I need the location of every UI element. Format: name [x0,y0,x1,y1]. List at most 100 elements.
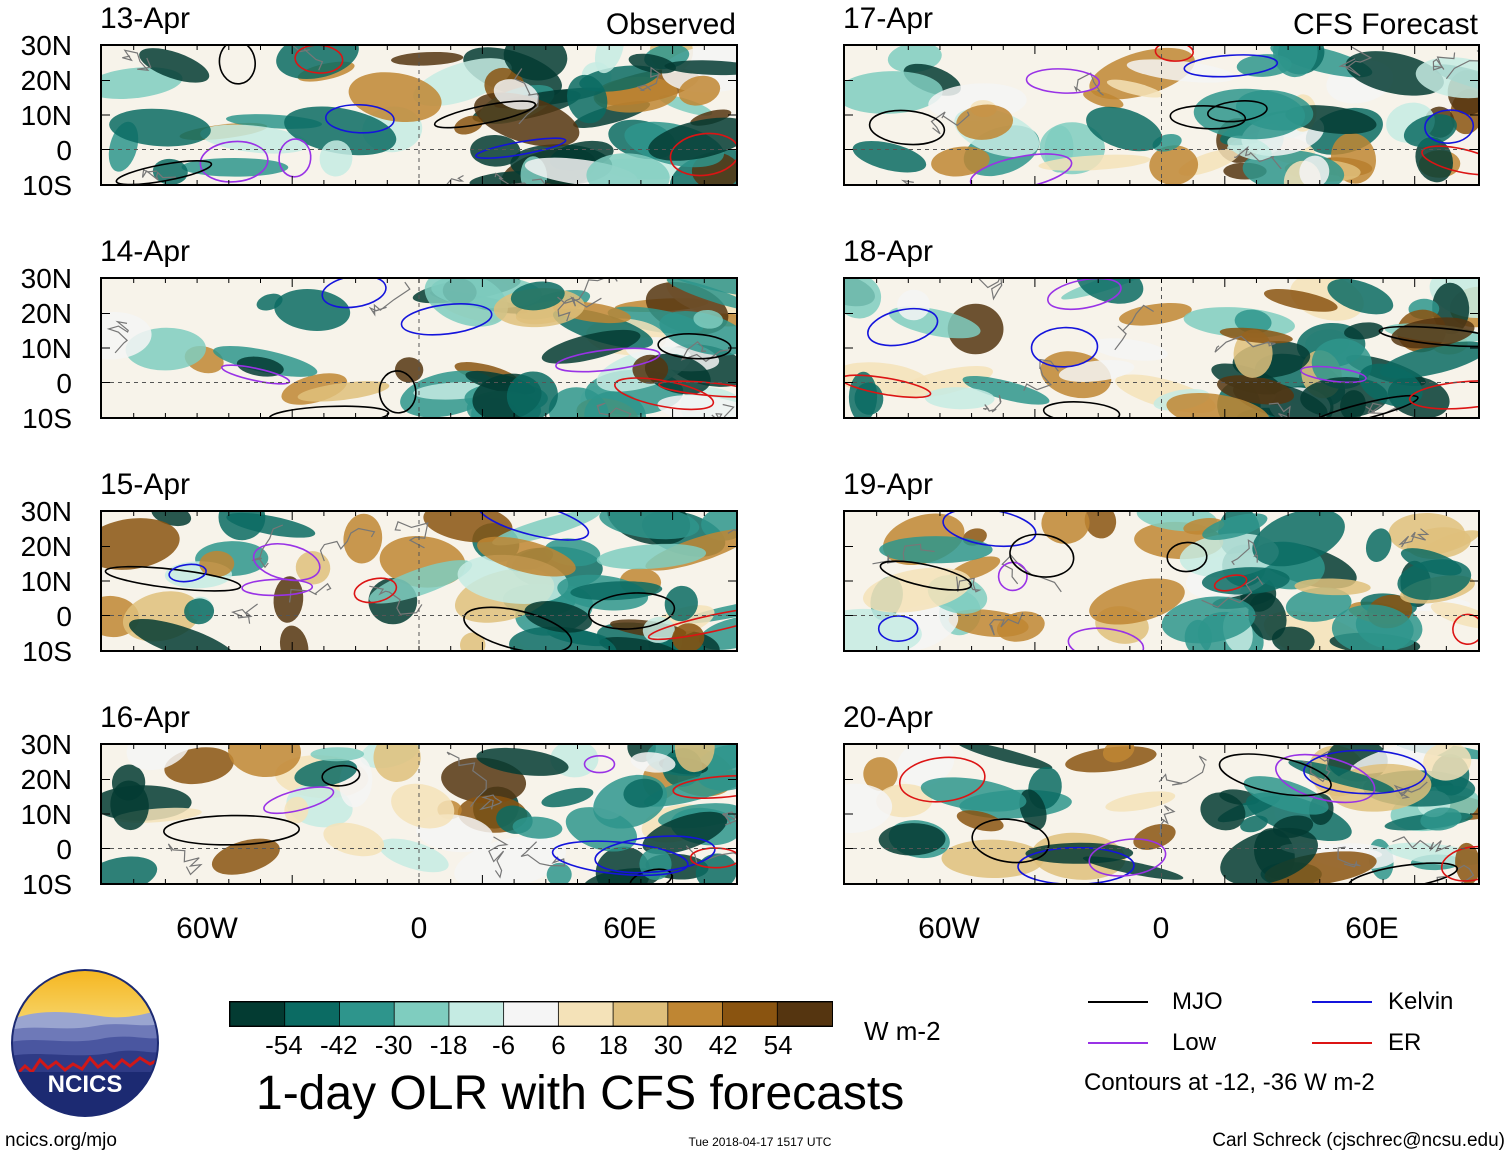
coastline [1445,49,1478,80]
olr-anomaly-blob [454,115,483,135]
filter-contour [321,764,361,787]
map-svg [102,745,736,883]
olr-anomaly-blob [1202,513,1268,541]
map-svg [845,279,1478,417]
colorbar-bin [284,1001,341,1027]
map-svg [845,745,1478,883]
olr-anomaly-blob [896,745,955,787]
olr-anomaly-blob [596,543,707,570]
olr-anomaly-blob [200,124,309,154]
olr-anomaly-blob [1423,745,1472,781]
olr-anomaly-blob [228,745,301,778]
olr-anomaly-blob [878,823,946,856]
olr-anomaly-blob [1076,279,1144,304]
coastline [596,402,632,417]
olr-anomaly-blob [126,745,191,771]
filter-contour [669,132,736,177]
ncics-logo: NCICS [10,968,160,1118]
filter-contour [1213,574,1248,592]
olr-anomaly-blob [699,616,736,650]
olr-anomaly-blob [642,811,728,855]
olr-anomaly-blob [1105,791,1176,812]
coastline [230,603,258,624]
filter-contour [1440,845,1478,882]
olr-anomaly-blob [139,48,210,83]
olr-anomaly-blob [666,279,736,311]
coastline [1392,836,1451,853]
colorbar [229,1001,833,1027]
filter-contour [263,786,335,815]
filter-contour [168,563,207,583]
filter-contour [353,577,398,604]
olr-anomaly-blob [1271,626,1315,650]
olr-anomaly-blob [1345,51,1444,96]
coastline [685,845,736,864]
filter-contour [1207,100,1268,123]
olr-anomaly-blob [151,512,192,527]
filter-contour [1030,326,1099,368]
olr-anomaly-blob [659,311,736,356]
observed-header: Observed [605,8,736,41]
colorbar-label: -30 [374,1030,413,1060]
filter-contour [1017,846,1135,883]
filter-contour [163,814,300,846]
filter-contour [1308,394,1419,417]
filter-contour [1348,862,1459,883]
olr-anomaly-blob [920,777,1027,812]
filter-contour [294,46,344,74]
olr-anomaly-blob [1216,375,1295,405]
filter-contour [1009,533,1075,578]
filter-contour [1218,753,1332,797]
olr-anomaly-blob [663,279,736,297]
map-panel-20-apr [843,743,1480,885]
filter-contour [583,754,616,774]
olr-anomaly-blob [1106,79,1163,98]
olr-anomaly-blob [1220,827,1318,883]
coastline [513,68,540,125]
coastline [1393,781,1428,799]
olr-anomaly-blob [630,752,676,773]
coastline [292,46,324,71]
olr-anomaly-blob [348,72,442,123]
coastline [557,296,602,322]
filter-contour [241,578,314,597]
filter-contour [1452,613,1478,645]
olr-anomaly-blob [1248,593,1287,641]
olr-anomaly-blob [845,608,922,650]
olr-anomaly-blob [226,512,316,538]
colorbar-bin [776,1001,833,1027]
colorbar-label: 30 [653,1030,683,1060]
legend-contour-note: Contours at -12, -36 W m-2 [1084,1069,1375,1096]
panel-date-17-apr: 17-Apr [843,2,934,35]
olr-anomaly-blob [1365,528,1392,562]
ytick-10n: 10N [20,100,72,131]
olr-anomaly-blob [1252,512,1345,567]
filter-contour [321,279,387,309]
coastline [319,527,376,562]
olr-anomaly-blob [863,757,898,791]
olr-anomaly-blob [1327,279,1394,315]
figure-title: 1-day OLR with CFS forecasts [256,1067,905,1120]
colorbar-label: 54 [763,1030,793,1060]
olr-anomaly-blob [1331,604,1414,650]
olr-anomaly-blob [1235,90,1314,131]
coastline [983,395,1002,413]
filter-contour [268,405,390,417]
ytick-10s: 10S [22,636,72,667]
olr-anomaly-blob [695,853,736,883]
map-svg [102,46,736,184]
olr-anomaly-blob [693,309,723,329]
colorbar-bin [339,1001,396,1027]
coastline [446,174,465,184]
olr-anomaly-blob [391,51,464,66]
olr-anomaly-blob [378,838,449,873]
colorbar-bin [393,1001,450,1027]
olr-anomaly-blob [284,796,309,824]
legend-line-kelvin [1312,1001,1372,1003]
filter-contour [278,138,312,178]
ytick-10n: 10N [20,799,72,830]
filter-contour [1424,109,1475,144]
olr-anomaly-blob [887,46,942,73]
olr-anomaly-blob [1311,338,1373,389]
olr-anomaly-blob [199,550,235,577]
